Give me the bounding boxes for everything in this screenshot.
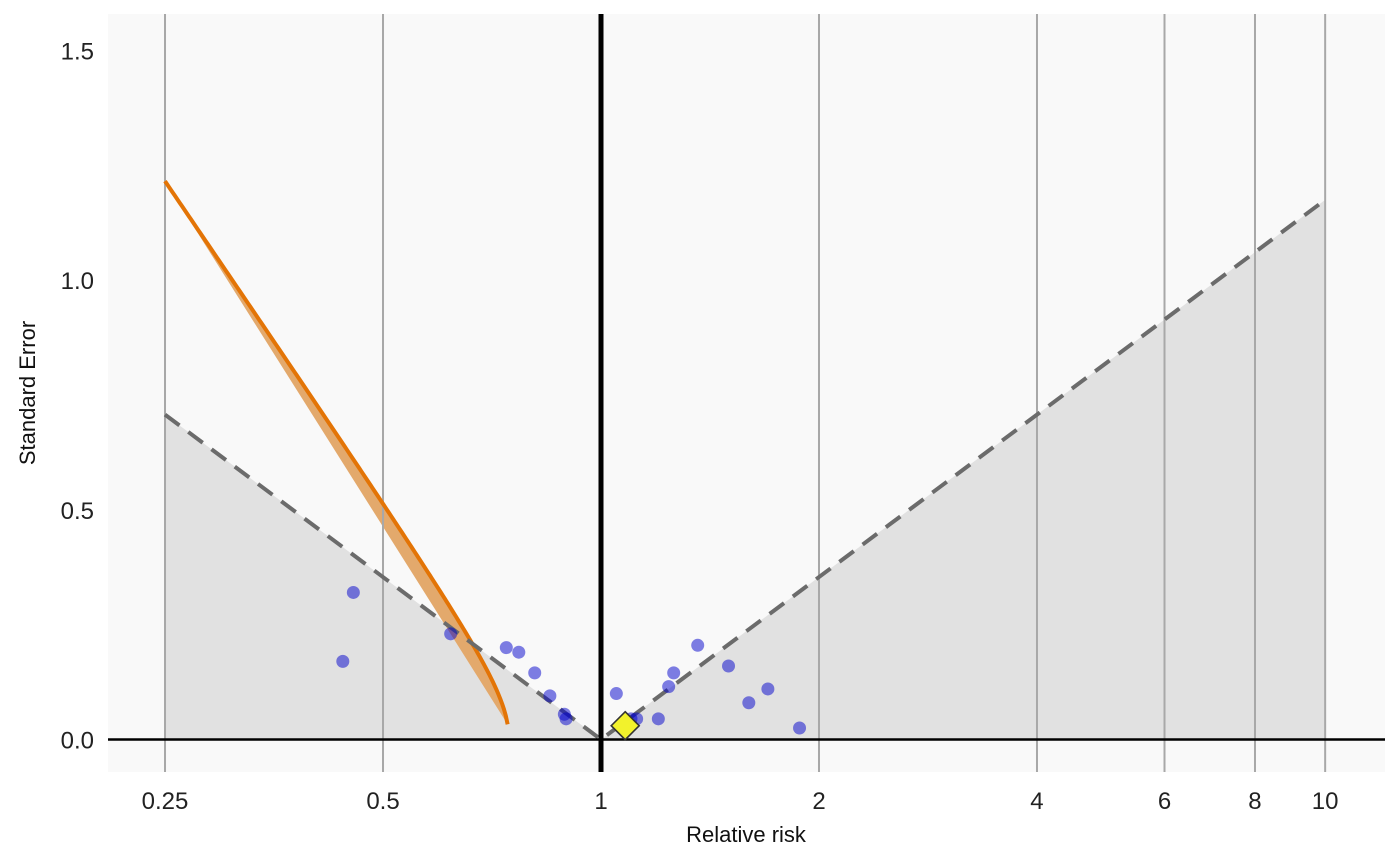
data-point [722, 659, 736, 673]
data-point [609, 687, 623, 701]
x-tick-label: 4 [1030, 788, 1043, 815]
data-point [444, 627, 458, 641]
data-point [346, 585, 360, 599]
points-layer [336, 585, 807, 741]
x-axis-title: Relative risk [686, 822, 807, 847]
data-point [559, 712, 573, 726]
data-point [691, 638, 705, 652]
x-tick-label: 2 [812, 788, 825, 815]
x-tick-label: 8 [1248, 788, 1261, 815]
data-point [667, 666, 681, 680]
data-point [528, 666, 542, 680]
y-tick-label: 1.5 [61, 38, 94, 65]
line-layer [108, 14, 1385, 772]
y-tick-label: 0.5 [61, 498, 94, 525]
x-tick-label: 6 [1158, 788, 1171, 815]
region-boundary-line [163, 180, 510, 725]
x-tick-label: 1 [594, 788, 607, 815]
y-tick-label: 1.0 [61, 268, 94, 295]
data-point [793, 721, 807, 735]
y-axis-title: Standard Error [15, 321, 40, 465]
x-tick-labels: 0.25 0.5 1 2 4 6 8 10 [142, 788, 1339, 815]
x-tick-label: 0.25 [142, 788, 189, 815]
x-tick-label: 10 [1312, 788, 1339, 815]
data-point [651, 712, 665, 726]
y-tick-label: 0.0 [61, 728, 94, 755]
funnel-region [165, 199, 1326, 740]
y-tick-labels: 0.0 0.5 1.0 1.5 [61, 38, 94, 754]
data-point [543, 689, 557, 703]
region-layer [165, 181, 1326, 740]
data-point [512, 645, 526, 659]
data-point [761, 682, 775, 696]
left-region [165, 181, 508, 725]
data-point [742, 696, 756, 710]
funnel-dashed-line [163, 198, 1327, 742]
gridline-layer [164, 14, 1327, 772]
data-point [499, 641, 513, 655]
data-point [662, 680, 676, 694]
x-tick-label: 0.5 [366, 788, 399, 815]
data-point [336, 654, 350, 668]
summary-estimate-diamond [610, 710, 641, 741]
